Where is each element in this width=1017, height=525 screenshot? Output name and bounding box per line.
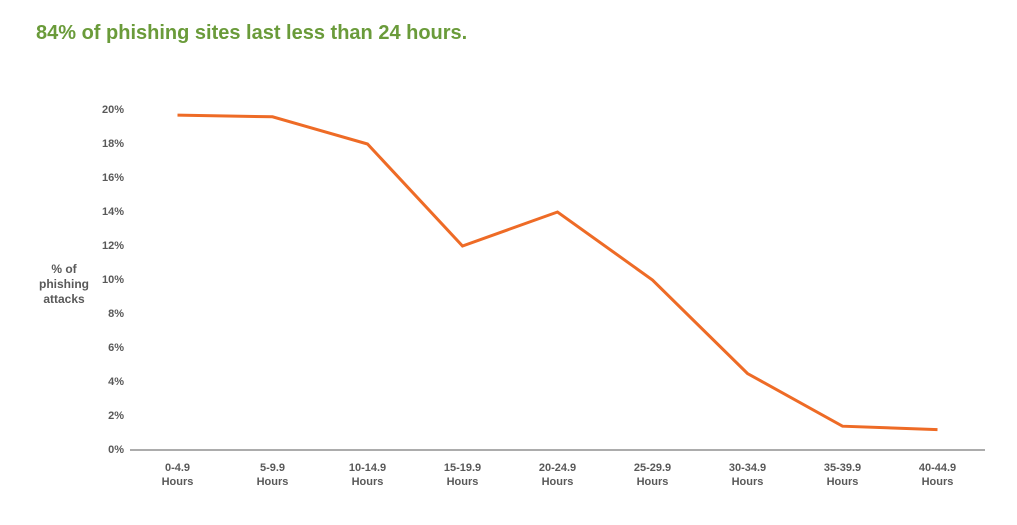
y-tick-label: 18% — [90, 138, 124, 150]
y-tick-label: 12% — [90, 240, 124, 252]
x-tick-label: 40-44.9Hours — [898, 462, 978, 490]
x-tick-label: 0-4.9Hours — [138, 462, 218, 490]
x-tick-label: 30-34.9Hours — [708, 462, 788, 490]
y-tick-label: 6% — [90, 342, 124, 354]
y-tick-label: 16% — [90, 172, 124, 184]
y-tick-label: 0% — [90, 444, 124, 456]
y-tick-label: 14% — [90, 206, 124, 218]
y-tick-label: 20% — [90, 104, 124, 116]
series-line — [178, 115, 938, 430]
y-axis-label: % ofphishingattacks — [36, 262, 92, 307]
chart-plot-area — [130, 110, 985, 450]
y-tick-label: 10% — [90, 274, 124, 286]
x-tick-label: 35-39.9Hours — [803, 462, 883, 490]
y-tick-label: 2% — [90, 410, 124, 422]
chart-container: 84% of phishing sites last less than 24 … — [0, 0, 1017, 525]
x-tick-label: 10-14.9Hours — [328, 462, 408, 490]
chart-title: 84% of phishing sites last less than 24 … — [36, 22, 467, 45]
x-tick-label: 5-9.9Hours — [233, 462, 313, 490]
x-tick-label: 25-29.9Hours — [613, 462, 693, 490]
x-tick-label: 15-19.9Hours — [423, 462, 503, 490]
x-tick-label: 20-24.9Hours — [518, 462, 598, 490]
y-tick-label: 4% — [90, 376, 124, 388]
y-tick-label: 8% — [90, 308, 124, 320]
